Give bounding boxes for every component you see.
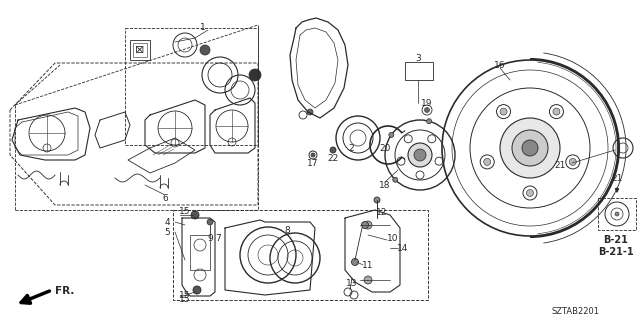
Text: FR.: FR. <box>55 286 74 296</box>
Circle shape <box>249 69 261 81</box>
Circle shape <box>389 132 394 137</box>
Circle shape <box>364 221 372 229</box>
Circle shape <box>553 108 560 115</box>
Text: B-21: B-21 <box>604 235 628 245</box>
Text: 12: 12 <box>376 207 388 217</box>
Text: 15: 15 <box>179 206 191 215</box>
Circle shape <box>615 212 619 216</box>
Text: 9: 9 <box>207 234 213 243</box>
Text: 21: 21 <box>611 173 623 182</box>
Bar <box>173 210 428 300</box>
Text: 19: 19 <box>421 99 433 108</box>
Text: 2: 2 <box>348 143 354 153</box>
Circle shape <box>393 177 397 182</box>
Circle shape <box>570 158 576 165</box>
Circle shape <box>522 140 538 156</box>
Circle shape <box>426 119 431 124</box>
Text: 4: 4 <box>164 218 170 227</box>
Circle shape <box>424 108 429 113</box>
Text: 22: 22 <box>328 154 339 163</box>
Text: 11: 11 <box>362 260 374 269</box>
Circle shape <box>527 189 534 196</box>
Circle shape <box>414 149 426 161</box>
Text: 5: 5 <box>164 228 170 236</box>
Bar <box>190 235 210 270</box>
Text: 17: 17 <box>307 158 319 167</box>
Text: 6: 6 <box>162 194 168 203</box>
Circle shape <box>351 259 358 266</box>
Text: 21: 21 <box>554 161 566 170</box>
Text: 14: 14 <box>397 244 409 252</box>
Circle shape <box>362 221 369 228</box>
Circle shape <box>484 158 491 165</box>
Text: 10: 10 <box>387 234 399 243</box>
Circle shape <box>374 197 380 203</box>
Text: 13: 13 <box>346 278 358 287</box>
Text: B-21-1: B-21-1 <box>598 247 634 257</box>
Text: ⊠: ⊠ <box>135 45 145 55</box>
Circle shape <box>193 286 201 294</box>
Circle shape <box>512 130 548 166</box>
Circle shape <box>311 153 315 157</box>
Circle shape <box>408 143 432 167</box>
Text: 3: 3 <box>415 53 421 62</box>
Text: 8: 8 <box>284 226 290 235</box>
Circle shape <box>500 118 560 178</box>
Bar <box>133 43 147 57</box>
Text: SZTAB2201: SZTAB2201 <box>552 308 600 316</box>
Bar <box>130 40 150 60</box>
Text: 15: 15 <box>179 295 191 305</box>
Circle shape <box>330 147 336 153</box>
Circle shape <box>200 45 210 55</box>
Circle shape <box>307 109 313 115</box>
Text: 18: 18 <box>380 180 391 189</box>
Circle shape <box>500 108 507 115</box>
Circle shape <box>191 211 199 219</box>
Circle shape <box>364 276 372 284</box>
Text: 20: 20 <box>380 143 390 153</box>
Bar <box>598 198 636 230</box>
Bar <box>405 62 433 80</box>
Text: 15: 15 <box>179 291 191 300</box>
Text: 1: 1 <box>200 22 206 31</box>
Circle shape <box>207 219 213 225</box>
Text: 7: 7 <box>215 234 221 243</box>
Text: 16: 16 <box>494 60 506 69</box>
